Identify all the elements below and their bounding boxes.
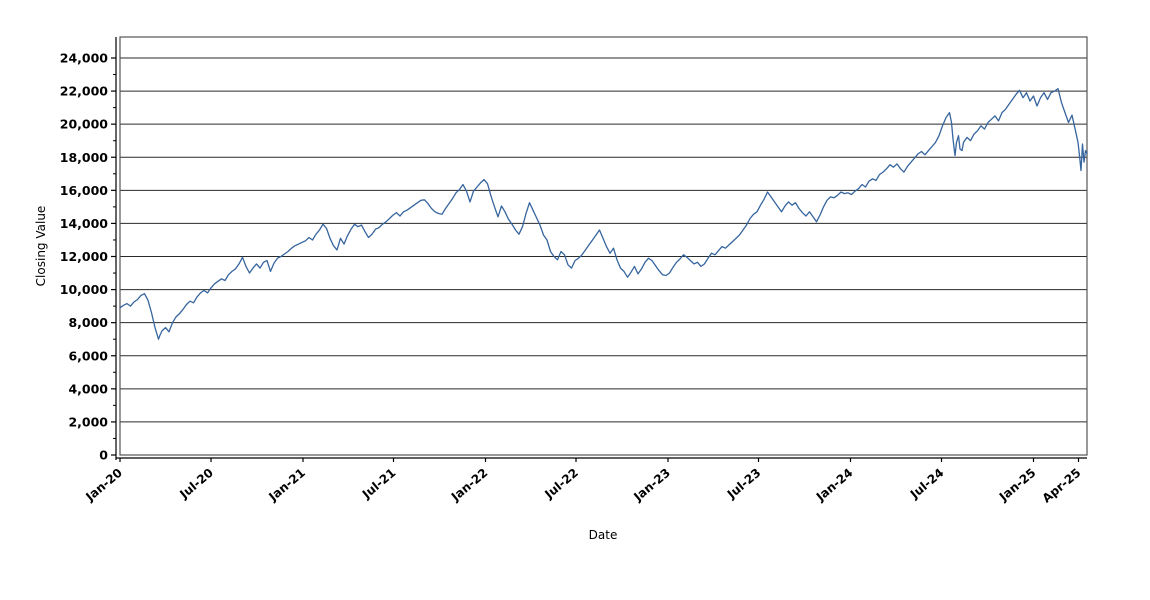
y-tick-label: 4,000: [68, 381, 108, 396]
x-tick-label: Jul-22: [541, 466, 580, 502]
x-tick-label: Jul-23: [724, 466, 763, 502]
x-tick-label: Jan-20: [82, 466, 125, 505]
y-tick-label: 20,000: [60, 117, 109, 132]
x-tick-label: Jan-21: [265, 466, 308, 505]
x-tick-label: Jul-21: [359, 466, 398, 502]
y-tick-label: 16,000: [60, 183, 109, 198]
x-tick-label: Jan-23: [630, 466, 673, 505]
x-tick-label: Jan-25: [996, 466, 1039, 505]
series-line: [119, 87, 1088, 340]
y-tick-label: 12,000: [60, 249, 109, 264]
x-axis-title: Date: [588, 528, 618, 542]
y-axis-title: Closing Value: [34, 205, 48, 287]
y-tick-label: 18,000: [60, 150, 109, 165]
y-tick-label: 10,000: [60, 282, 109, 297]
y-tick-label: 2,000: [68, 414, 108, 429]
x-tick-label: Jul-20: [176, 466, 215, 502]
plot-border: [119, 36, 1088, 456]
y-tick-label: 0: [99, 448, 108, 463]
y-tick-label: 8,000: [68, 315, 108, 330]
y-tick-label: 14,000: [60, 216, 109, 231]
x-tick-label: Jul-24: [907, 466, 946, 502]
x-tick-label: Apr-25: [1040, 466, 1084, 506]
y-tick-label: 22,000: [60, 84, 109, 99]
y-tick-label: 6,000: [68, 348, 108, 363]
x-tick-label: Jan-24: [813, 466, 856, 505]
y-tick-label: 24,000: [60, 51, 109, 66]
x-tick-label: Jan-22: [448, 466, 491, 505]
